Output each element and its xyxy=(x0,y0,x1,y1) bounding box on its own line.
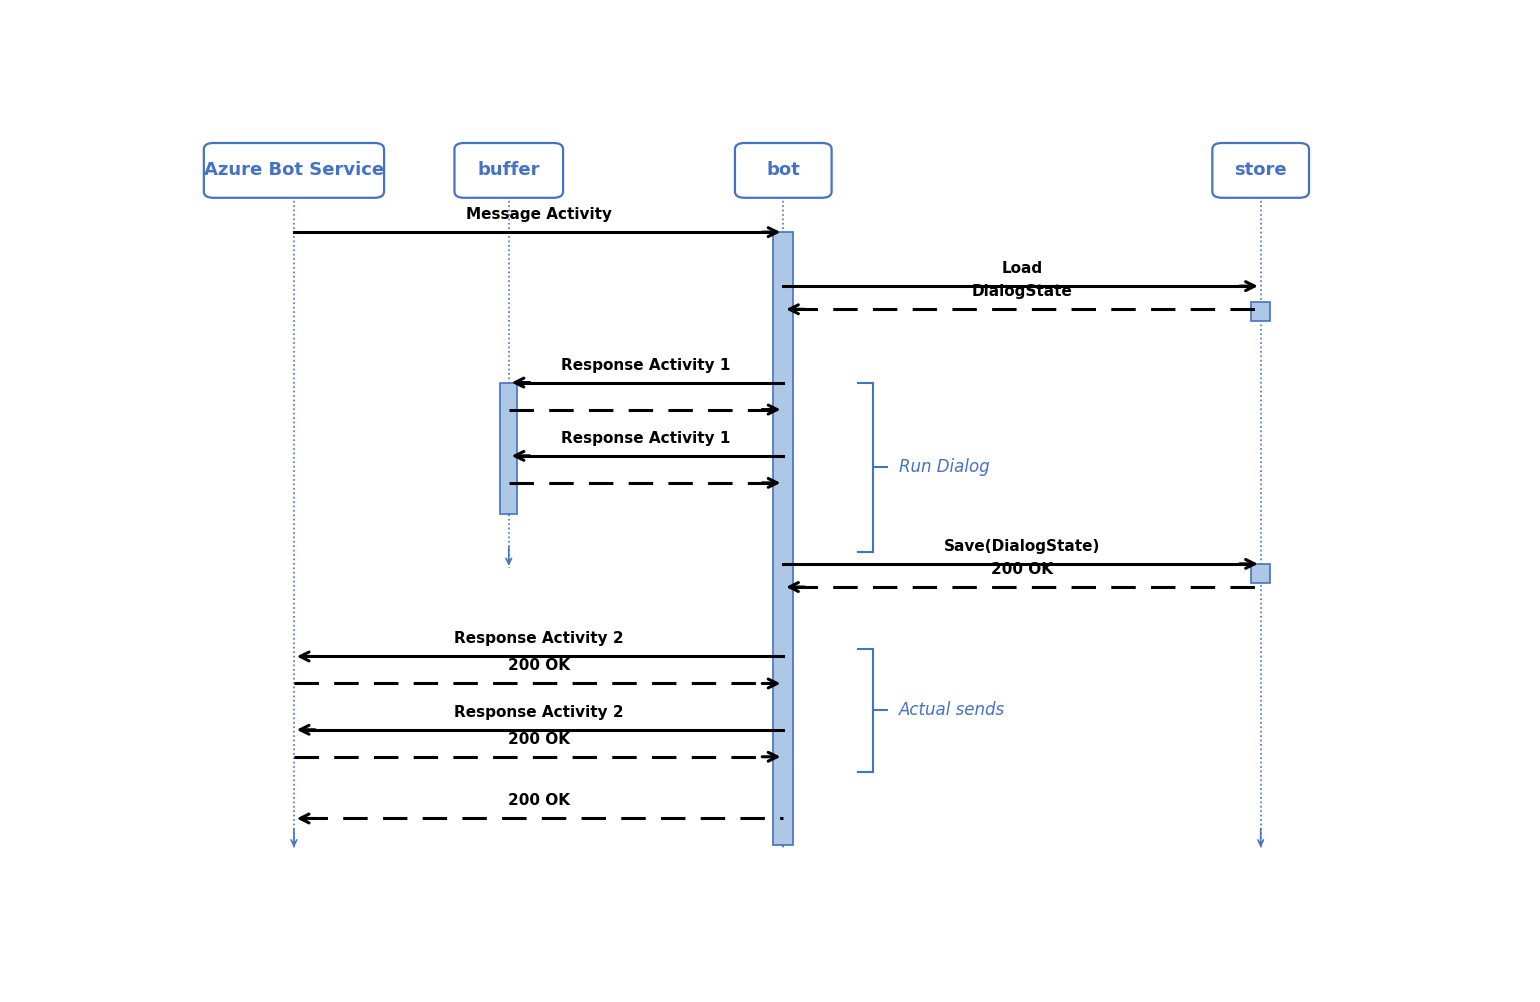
Text: 200 OK: 200 OK xyxy=(508,794,570,809)
Text: buffer: buffer xyxy=(477,161,541,179)
Bar xyxy=(773,232,793,846)
Text: Message Activity: Message Activity xyxy=(465,207,611,222)
FancyBboxPatch shape xyxy=(454,143,564,197)
Bar xyxy=(1250,302,1270,321)
Text: Save(DialogState): Save(DialogState) xyxy=(944,539,1100,554)
Text: Actual sends: Actual sends xyxy=(899,701,1006,719)
Text: Response Activity 1: Response Activity 1 xyxy=(562,358,730,373)
FancyBboxPatch shape xyxy=(1212,143,1309,197)
Bar xyxy=(1250,564,1270,583)
Bar xyxy=(500,383,517,514)
Text: 200 OK: 200 OK xyxy=(508,658,570,673)
FancyBboxPatch shape xyxy=(203,143,383,197)
Text: Response Activity 2: Response Activity 2 xyxy=(454,704,624,719)
Text: DialogState: DialogState xyxy=(972,285,1072,300)
Text: Run Dialog: Run Dialog xyxy=(899,459,990,476)
Text: store: store xyxy=(1235,161,1287,179)
Text: 200 OK: 200 OK xyxy=(508,731,570,746)
Text: Response Activity 1: Response Activity 1 xyxy=(562,431,730,446)
Text: Load: Load xyxy=(1001,262,1043,277)
Text: 200 OK: 200 OK xyxy=(990,562,1053,577)
Text: Response Activity 2: Response Activity 2 xyxy=(454,631,624,646)
Text: bot: bot xyxy=(767,161,801,179)
Text: Azure Bot Service: Azure Bot Service xyxy=(203,161,383,179)
FancyBboxPatch shape xyxy=(735,143,832,197)
